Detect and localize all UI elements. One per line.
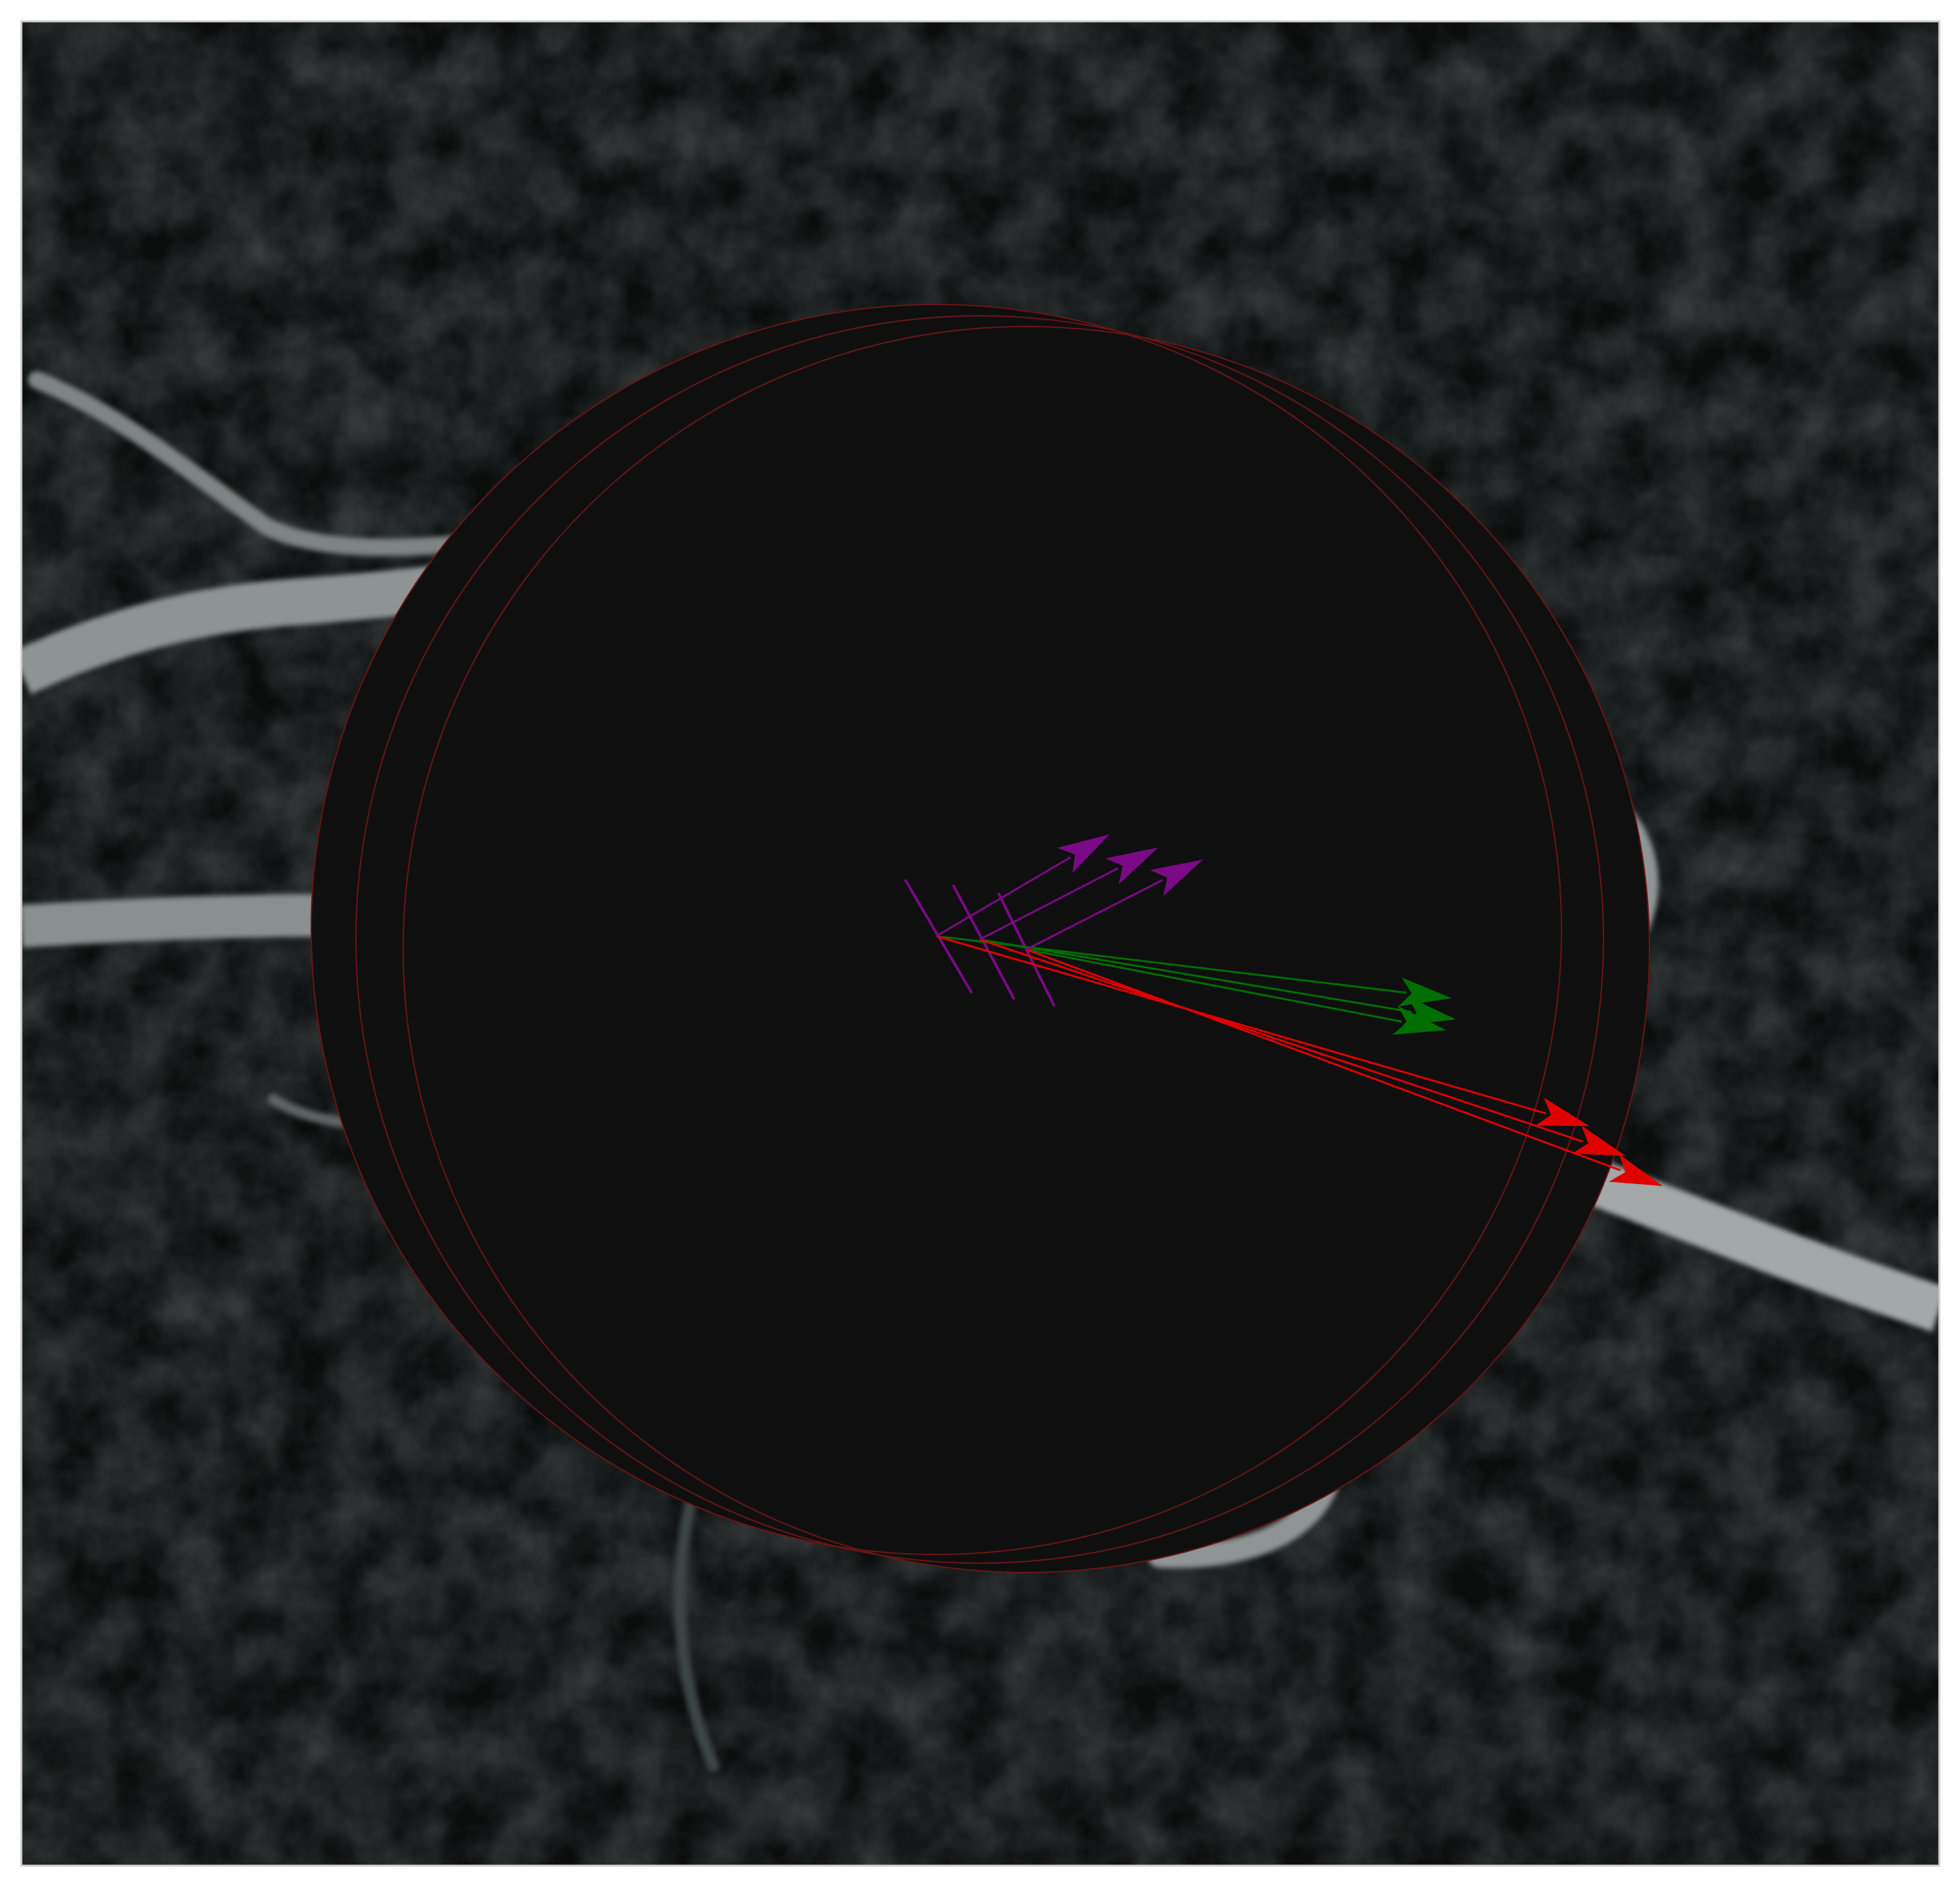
direction-arrows	[936, 834, 1663, 1186]
vessel-bottom-faint	[674, 1487, 719, 1772]
arrow-shaft	[979, 938, 1412, 1013]
image-frame	[20, 20, 1941, 1867]
circle-outline-icon	[311, 304, 1562, 1555]
arrow-shaft	[1026, 879, 1164, 951]
arrow-icon	[1609, 1154, 1663, 1186]
circle-outline-icon	[355, 315, 1604, 1564]
background-image	[21, 21, 1939, 1866]
arrow-shaft	[979, 867, 1119, 941]
arrow-shaft	[1026, 948, 1402, 1023]
arrow-icon	[1150, 860, 1203, 897]
arrow-icon	[1105, 848, 1158, 885]
arrow-shaft	[936, 856, 1072, 938]
arrow-icon	[1535, 1097, 1589, 1126]
circle-outline-icon	[403, 326, 1650, 1573]
arrow-shaft	[1026, 948, 1621, 1171]
arrow-icon	[1392, 1005, 1446, 1035]
arrow-icon	[1572, 1125, 1626, 1156]
arrow-icon	[1057, 834, 1110, 874]
arrow-shaft	[936, 935, 1547, 1115]
vessel-upper-thin	[28, 371, 555, 556]
vessel-bottom-arc	[1148, 1474, 1338, 1569]
arrow-shaft	[979, 938, 1583, 1143]
circle-outlines	[311, 304, 1650, 1573]
